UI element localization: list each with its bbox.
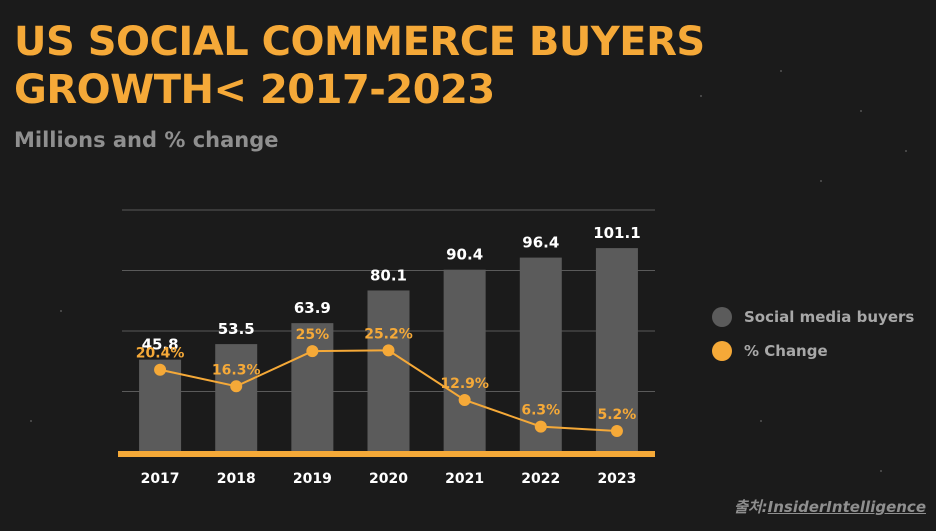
bar-2023: [595, 248, 638, 452]
x-tick-label: 2023: [597, 471, 636, 487]
percent-point-2022: [534, 420, 547, 433]
source-name: InsiderIntelligence: [767, 498, 926, 516]
x-tick-label: 2019: [293, 471, 332, 487]
bar-value-label: 53.5: [218, 320, 255, 338]
percent-point-2018: [230, 380, 243, 393]
percent-point-2019: [306, 345, 319, 358]
percent-value-label: 6.3%: [521, 403, 560, 419]
background-speck: [60, 310, 62, 312]
background-speck: [30, 420, 32, 422]
percent-value-label: 5.2%: [598, 407, 637, 423]
chart-subtitle: Millions and % change: [14, 128, 279, 152]
title-line-2: GROWTH< 2017-2023: [14, 67, 495, 113]
percent-point-2017: [154, 363, 167, 376]
percent-value-label: 20.4%: [136, 346, 185, 362]
legend-item-percent-change: % Change: [712, 334, 914, 368]
legend-item-social-media-buyers: Social media buyers: [712, 300, 914, 334]
background-speck: [820, 180, 822, 182]
x-tick-label: 2017: [141, 471, 180, 487]
percent-value-label: 12.9%: [440, 376, 489, 392]
background-speck: [540, 40, 542, 42]
bar-value-label: 63.9: [294, 299, 331, 317]
title-line-1: US SOCIAL COMMERCE BUYERS: [14, 19, 705, 65]
percent-point-2023: [610, 425, 623, 438]
x-tick-label: 2022: [521, 471, 560, 487]
percent-value-label: 25.2%: [364, 326, 413, 342]
background-speck: [860, 110, 862, 112]
background-speck: [780, 70, 782, 72]
source-credit: 출처:InsiderIntelligence: [734, 496, 926, 517]
percent-value-label: 25%: [296, 327, 330, 343]
bar-2018: [215, 344, 258, 452]
percent-value-label: 16.3%: [212, 362, 261, 378]
bar-value-label: 101.1: [593, 224, 640, 242]
legend-label: % Change: [744, 342, 828, 360]
background-speck: [760, 420, 762, 422]
bar-2019: [291, 323, 334, 452]
bar-2020: [367, 290, 410, 452]
bar-2022: [519, 257, 562, 452]
bar-value-label: 45.8: [142, 336, 179, 354]
x-tick-label: 2020: [369, 471, 408, 487]
bar-2021: [443, 269, 486, 452]
baseline-bar: [118, 451, 655, 457]
bar-value-label: 96.4: [522, 234, 559, 252]
source-prefix: 출처:: [734, 498, 768, 516]
legend-swatch-gray: [712, 307, 732, 327]
x-tick-label: 2018: [217, 471, 256, 487]
percent-point-2021: [458, 393, 471, 406]
background-speck: [905, 150, 907, 152]
background-speck: [700, 95, 702, 97]
legend-label: Social media buyers: [744, 308, 915, 326]
chart-title: US SOCIAL COMMERCE BUYERS GROWTH< 2017-2…: [14, 18, 774, 114]
bar-value-label: 80.1: [370, 266, 407, 284]
legend-swatch-orange: [712, 341, 732, 361]
legend: Social media buyers % Change: [712, 300, 914, 368]
background-speck: [880, 470, 882, 472]
percent-point-2020: [382, 344, 395, 357]
bar-value-label: 90.4: [446, 246, 483, 264]
x-tick-label: 2021: [445, 471, 484, 487]
